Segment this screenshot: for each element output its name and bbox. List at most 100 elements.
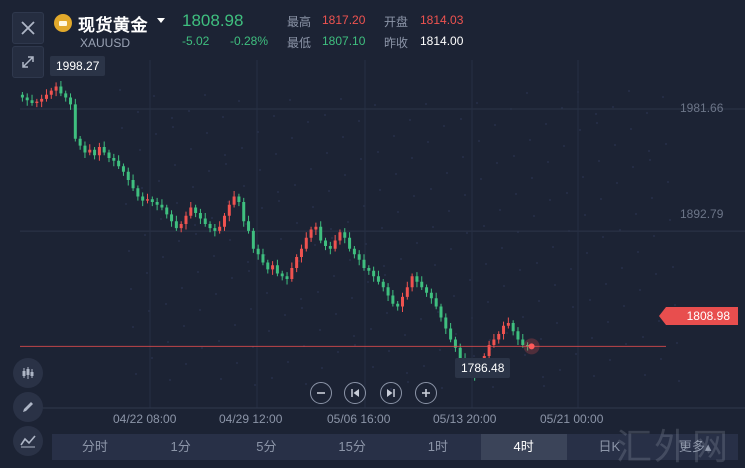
map-dot — [637, 251, 639, 253]
map-dot — [519, 269, 521, 271]
price-change: -5.02 — [182, 34, 210, 48]
map-dot — [522, 316, 524, 318]
map-dot — [556, 322, 558, 324]
candle-body — [20, 94, 24, 98]
candle-body — [285, 276, 289, 279]
expand-button[interactable] — [12, 46, 44, 78]
map-dot — [446, 172, 448, 174]
map-dot — [639, 289, 641, 291]
candle-body — [107, 152, 111, 158]
map-dot — [264, 254, 266, 256]
map-dot — [503, 285, 505, 287]
candle-body — [487, 345, 491, 356]
tab-1hour[interactable]: 1时 — [427, 439, 448, 454]
map-dot — [669, 219, 671, 221]
candle-body — [343, 232, 347, 238]
map-dot — [169, 379, 171, 381]
price-change-percent: -0.28% — [230, 34, 269, 48]
candle-body — [251, 230, 255, 249]
skip-forward-icon — [387, 389, 395, 397]
map-dot — [625, 343, 627, 345]
chevron-down-icon[interactable] — [157, 18, 165, 23]
tab-more[interactable]: 更多▴ — [678, 439, 712, 454]
candle-body — [69, 97, 73, 105]
expand-icon — [22, 56, 34, 68]
candle-body — [160, 204, 164, 208]
scroll-to-end-button[interactable] — [380, 382, 402, 404]
x-tick-label: 05/21 00:00 — [540, 412, 604, 426]
candle-body — [73, 104, 77, 139]
map-dot — [605, 283, 607, 285]
candle-body — [198, 213, 202, 219]
map-dot — [607, 321, 609, 323]
map-dot — [192, 186, 194, 188]
map-dot — [296, 222, 298, 224]
map-dot — [612, 106, 614, 108]
scroll-to-start-button[interactable] — [344, 382, 366, 404]
map-dot — [572, 306, 574, 308]
close-button[interactable] — [12, 12, 44, 44]
candle-body — [141, 196, 145, 201]
map-dot — [185, 363, 187, 365]
candle-body — [59, 86, 63, 94]
map-dot — [273, 115, 275, 117]
candle-body — [405, 287, 409, 297]
map-dot — [250, 308, 252, 310]
candle-body — [324, 240, 328, 246]
map-dot — [374, 104, 376, 106]
map-dot — [545, 123, 547, 125]
x-tick-label: 04/22 08:00 — [113, 412, 177, 426]
zoom-out-button[interactable] — [310, 382, 332, 404]
map-dot — [215, 293, 217, 295]
map-dot — [324, 114, 326, 116]
map-dot — [425, 103, 427, 105]
candle-type-button[interactable] — [13, 358, 43, 388]
tab-15min[interactable]: 15分 — [338, 439, 366, 454]
map-dot — [667, 181, 669, 183]
map-dot — [418, 280, 420, 282]
map-dot — [312, 206, 314, 208]
tab-timeshare[interactable]: 分时 — [81, 439, 108, 454]
map-dot — [614, 144, 616, 146]
candle-body — [203, 218, 207, 224]
candle-body — [458, 347, 462, 359]
map-dot — [678, 380, 680, 382]
map-dot — [439, 349, 441, 351]
map-dot — [310, 168, 312, 170]
tab-5min[interactable]: 5分 — [256, 439, 277, 454]
map-dot — [130, 288, 132, 290]
map-dot — [563, 145, 565, 147]
candle-body — [271, 265, 275, 270]
stat-prevclose-value: 1814.00 — [420, 34, 464, 48]
tab-1min[interactable]: 1分 — [170, 439, 191, 454]
plus-icon — [422, 389, 430, 397]
map-dot — [437, 311, 439, 313]
map-dot — [349, 259, 351, 261]
candle-body — [30, 100, 34, 103]
candle-body — [348, 237, 352, 249]
map-dot — [367, 281, 369, 283]
candle-body — [290, 268, 294, 279]
candle-body — [449, 328, 453, 340]
zoom-in-button[interactable] — [415, 382, 437, 404]
candle-body — [304, 237, 308, 249]
candle-body — [357, 254, 361, 260]
map-dot — [655, 273, 657, 275]
map-dot — [648, 150, 650, 152]
map-dot — [524, 354, 526, 356]
map-dot — [409, 119, 411, 121]
candle-body — [261, 254, 265, 263]
map-dot — [238, 100, 240, 102]
map-dot — [234, 324, 236, 326]
current-price-tag: 1808.98 — [659, 307, 738, 325]
tab-4hour[interactable]: 4时 — [480, 434, 567, 460]
map-dot — [247, 261, 249, 263]
map-dot — [570, 268, 572, 270]
draw-tool-button[interactable] — [13, 392, 43, 422]
indicator-button[interactable] — [13, 426, 43, 456]
map-dot — [674, 304, 676, 306]
symbol-selector[interactable]: 现货黄金 — [78, 16, 148, 35]
tab-daily[interactable]: 日K — [598, 439, 621, 454]
map-dot — [628, 90, 630, 92]
